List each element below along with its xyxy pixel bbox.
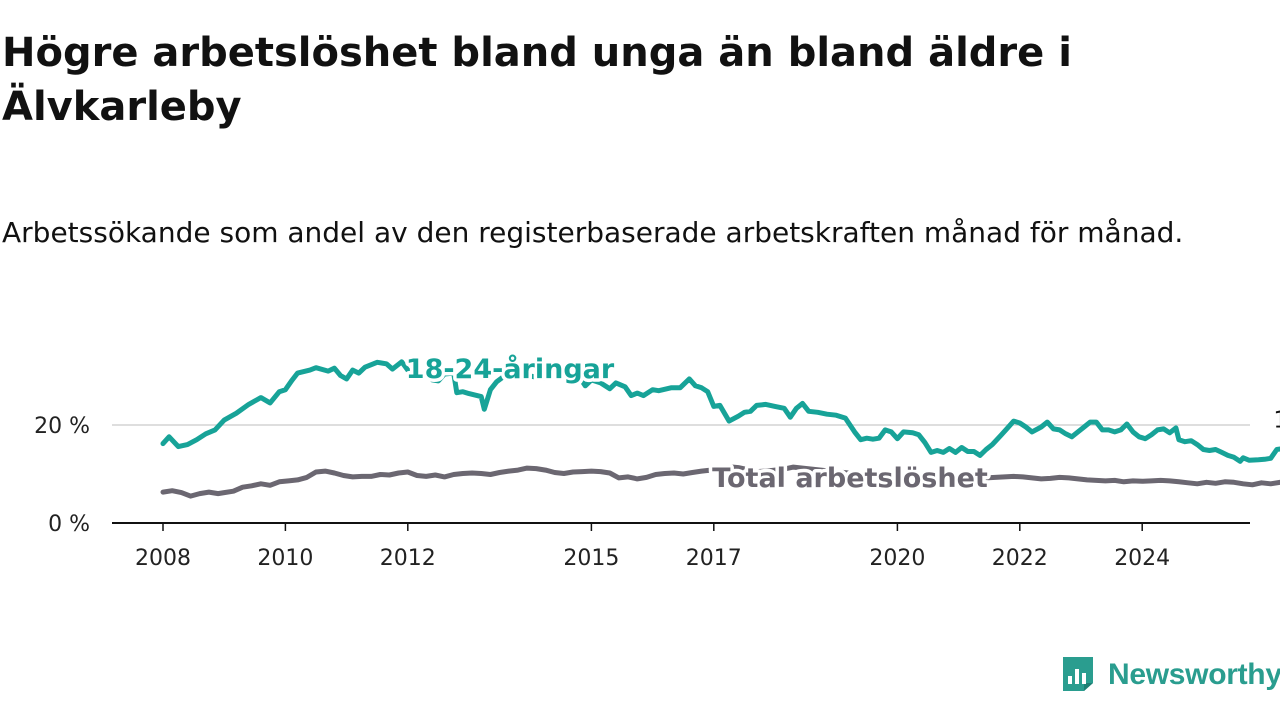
chart-subtitle: Arbetssökande som andel av den registerb…: [2, 216, 1184, 249]
x-tick-label: 2020: [869, 546, 925, 571]
x-tick-label: 2010: [257, 546, 313, 571]
series-label-total: Total arbetslöshet: [712, 463, 988, 494]
series-label-youth: 18-24-åringar: [406, 353, 615, 385]
y-tick-label: 20 %: [34, 414, 90, 439]
page-title: Högre arbetslöshet bland unga än bland ä…: [2, 30, 1072, 130]
end-value-label-youth: 16,2 %: [1273, 408, 1280, 434]
newsworthy-logo-icon: [1063, 657, 1093, 691]
series-lines: [160, 359, 1280, 499]
x-axis-ticks: 2008 2010 2012 2015 2017 2020 2022 2024: [135, 523, 1170, 571]
x-tick-label: 2017: [686, 546, 742, 571]
x-tick-label: 2015: [563, 546, 619, 571]
y-axis-ticks: 0 % 20 %: [34, 414, 90, 537]
x-tick-label: 2008: [135, 546, 191, 571]
x-tick-label: 2024: [1114, 546, 1170, 571]
line-chart: 2008 2010 2012 2015 2017 2020 2022 2024 0 % 20 %…: [34, 350, 1280, 571]
x-tick-label: 2012: [380, 546, 436, 571]
y-tick-label: 0 %: [48, 512, 90, 537]
series-line-0: [160, 359, 1280, 464]
x-tick-label: 2022: [992, 546, 1048, 571]
brand: Newsworthy: [1060, 654, 1280, 696]
series-line-1: [160, 464, 1280, 499]
brand-name: Newsworthy: [1108, 658, 1280, 691]
